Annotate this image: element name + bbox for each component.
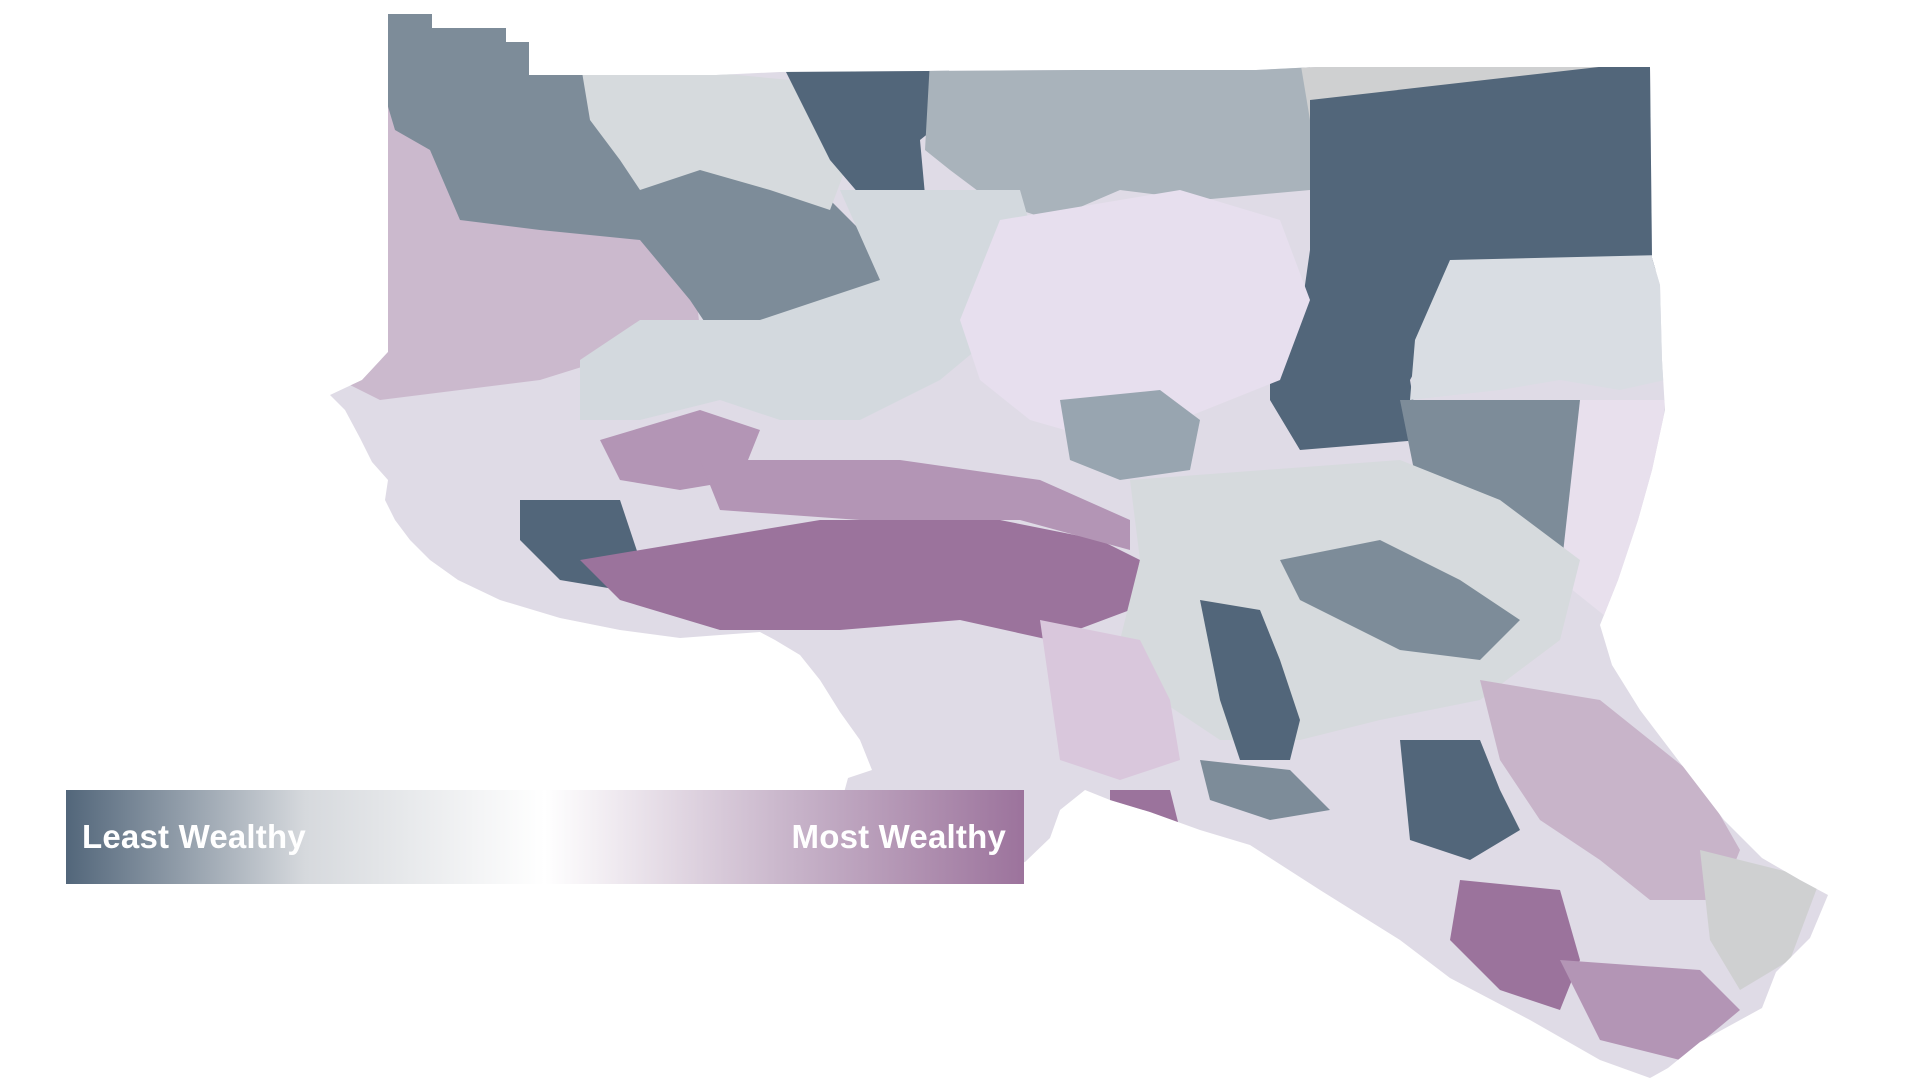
north-desert-valley [580,60,845,210]
basin-dark-east [1400,740,1520,860]
central-slate-patch [1060,390,1200,480]
antelope-north-dark [780,60,950,195]
coastal-ridge-upper [700,460,1130,550]
northwest-mountains [380,14,880,360]
central-mountains-light [580,190,1040,420]
wealth-legend: Least Wealthy Most Wealthy [66,790,1024,884]
central-valley-lilac [960,190,1310,440]
southeast-neutral [1700,850,1820,990]
harbor-slate [1200,760,1330,820]
southeast-lilac [1480,680,1740,900]
northeast-desert-dark [1270,60,1660,450]
basin-dark-core [1200,600,1300,760]
coastal-south-lilac [1560,960,1740,1060]
antelope-central [925,60,1310,220]
basin-slate-belt [1280,540,1520,660]
peninsula-wealthy [1110,790,1180,845]
coastal-south-wealthy [1450,880,1580,1010]
south-bay-lilac [1040,620,1180,780]
east-desert-light [1410,255,1665,400]
coastal-ridge-wealthy [580,520,1140,640]
legend-low-label: Least Wealthy [82,818,306,855]
legend-high-label: Most Wealthy [791,818,1006,855]
